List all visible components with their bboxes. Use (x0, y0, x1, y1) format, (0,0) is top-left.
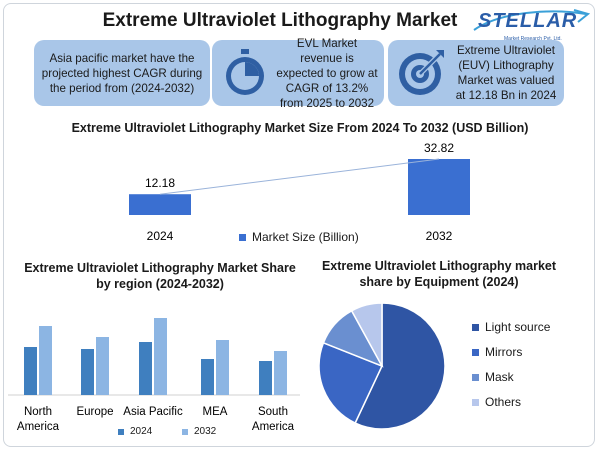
legend-item: Mask (472, 370, 514, 384)
region-bar (274, 351, 287, 395)
logo-swoosh-icon (473, 9, 590, 31)
region-bar (24, 347, 37, 395)
legend-label: Light source (485, 320, 551, 334)
region-legend-2032: 2032 (182, 426, 216, 437)
x-tick-label: North (24, 406, 52, 418)
pie-slice (354, 302, 446, 430)
region-bar (201, 359, 214, 395)
market-size-bar (408, 159, 470, 215)
info-box-text: Asia pacific market have the projected h… (41, 51, 203, 95)
legend-swatch (182, 428, 188, 435)
stellar-logo: STELLAR Market Research Pvt. Ltd. (470, 8, 590, 48)
x-tick-label: 2032 (426, 229, 453, 243)
page-title: Extreme Ultraviolet Lithography Market (102, 10, 458, 31)
market-size-chart-title: Extreme Ultraviolet Lithography Market S… (71, 121, 529, 135)
region-bar (216, 340, 229, 395)
region-bar (96, 337, 109, 395)
region-bar (39, 326, 52, 395)
logo-text: STELLAR (478, 10, 578, 32)
legend-label: Others (485, 395, 522, 409)
x-tick-label: 2024 (147, 229, 174, 243)
region-bar (81, 349, 94, 395)
info-box-cagr: EVL Market revenue is expected to grow a… (212, 37, 384, 110)
data-label: 12.18 (145, 176, 175, 190)
x-tick-label: MEA (203, 406, 228, 418)
region-bar (259, 361, 272, 395)
legend-label: Market Size (Billion) (252, 230, 359, 244)
pie-slice (350, 302, 383, 367)
legend-swatch (472, 348, 479, 356)
market-size-bar (129, 194, 191, 215)
x-tick-label: Asia Pacific (123, 406, 183, 418)
legend-label: 2032 (194, 426, 217, 437)
legend-swatch (472, 398, 479, 406)
info-box-asia-pacific: Asia pacific market have the projected h… (34, 40, 210, 106)
logo-subtext: Market Research Pvt. Ltd. (504, 36, 562, 42)
stopwatch-icon (226, 49, 264, 95)
x-tick-label: America (17, 421, 60, 433)
info-box-text: EVL Market revenue is expected to grow a… (276, 36, 378, 110)
legend-swatch (118, 428, 124, 435)
data-label: 32.82 (424, 141, 454, 155)
legend-item: Others (472, 395, 521, 409)
target-icon (399, 50, 444, 95)
region-bar (139, 342, 152, 395)
info-box-text: Extreme Ultraviolet (EUV) Lithography Ma… (455, 44, 557, 102)
legend-swatch (239, 233, 246, 241)
infographic-frame (3, 3, 595, 447)
region-legend-2024: 2024 (118, 426, 152, 437)
pie-slice (318, 341, 384, 425)
region-chart-title: Extreme Ultraviolet Lithography Market S… (24, 261, 296, 291)
market-size-legend: Market Size (Billion) (239, 230, 359, 244)
x-tick-label: Europe (76, 406, 113, 418)
info-box-valuation: Extreme Ultraviolet (EUV) Lithography Ma… (388, 40, 564, 106)
legend-swatch (472, 323, 479, 331)
region-bar (154, 318, 167, 395)
trend-line (159, 158, 440, 195)
legend-label: 2024 (130, 426, 153, 437)
legend-swatch (472, 373, 479, 381)
equipment-chart-title: Extreme Ultraviolet Lithography market s… (321, 259, 557, 289)
legend-item: Light source (472, 320, 550, 334)
legend-label: Mask (485, 370, 514, 384)
x-tick-label: America (252, 421, 295, 433)
legend-label: Mirrors (485, 345, 523, 359)
legend-item: Mirrors (472, 345, 522, 359)
x-tick-label: South (258, 406, 288, 418)
